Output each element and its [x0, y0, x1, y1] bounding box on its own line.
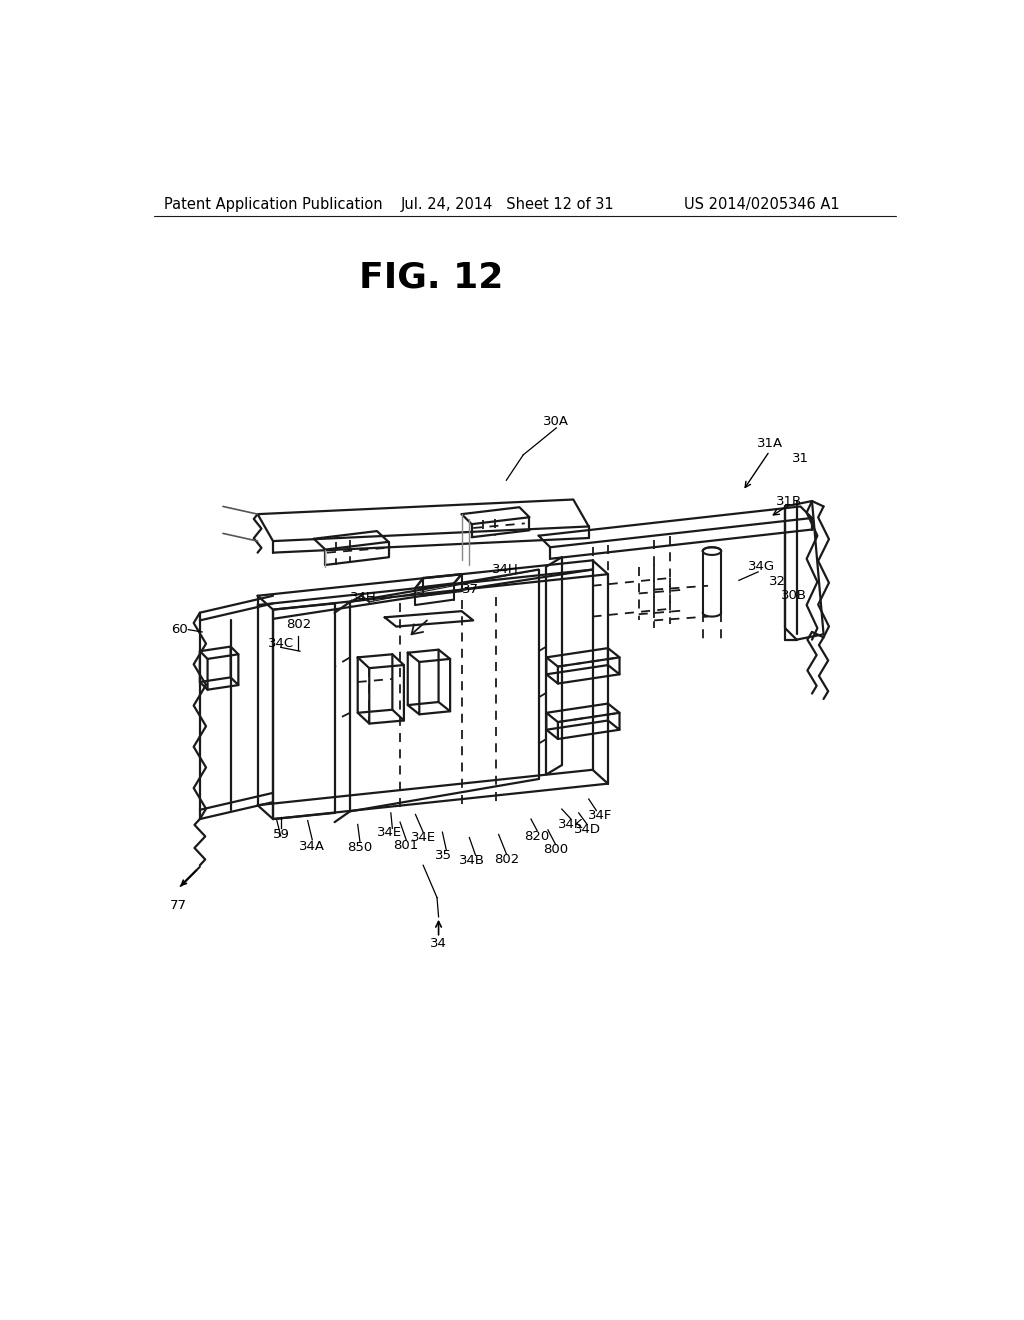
Text: 60: 60	[171, 623, 187, 636]
Text: 34H: 34H	[493, 564, 519, 576]
Text: 30A: 30A	[544, 416, 569, 428]
Text: 34: 34	[430, 937, 447, 950]
Text: Jul. 24, 2014   Sheet 12 of 31: Jul. 24, 2014 Sheet 12 of 31	[401, 197, 614, 213]
Text: 31A: 31A	[757, 437, 782, 450]
Text: 800: 800	[543, 843, 568, 857]
Text: 34A: 34A	[299, 840, 326, 853]
Text: 32: 32	[769, 576, 785, 589]
Text: 30B: 30B	[781, 589, 807, 602]
Text: 34H: 34H	[350, 591, 377, 603]
Text: 34B: 34B	[460, 854, 485, 867]
Text: 34E: 34E	[377, 826, 401, 840]
Text: 802: 802	[494, 853, 519, 866]
Text: 34F: 34F	[588, 809, 612, 822]
Text: 34G: 34G	[749, 560, 775, 573]
Text: 34D: 34D	[573, 824, 601, 837]
Text: 37: 37	[463, 583, 479, 597]
Text: 77: 77	[170, 899, 186, 912]
Text: 820: 820	[524, 829, 550, 842]
Text: 850: 850	[347, 841, 373, 854]
Text: 31B: 31B	[776, 495, 802, 508]
Text: 34E: 34E	[411, 832, 436, 843]
Text: US 2014/0205346 A1: US 2014/0205346 A1	[684, 197, 840, 213]
Text: 35: 35	[435, 849, 453, 862]
Text: 801: 801	[393, 838, 419, 851]
Text: FIG. 12: FIG. 12	[358, 261, 503, 294]
Text: 802: 802	[286, 618, 311, 631]
Text: Patent Application Publication: Patent Application Publication	[164, 197, 382, 213]
Text: 59: 59	[273, 828, 290, 841]
Text: 34C: 34C	[267, 638, 294, 649]
Text: 31: 31	[792, 453, 809, 465]
Text: 34K: 34K	[558, 818, 584, 832]
